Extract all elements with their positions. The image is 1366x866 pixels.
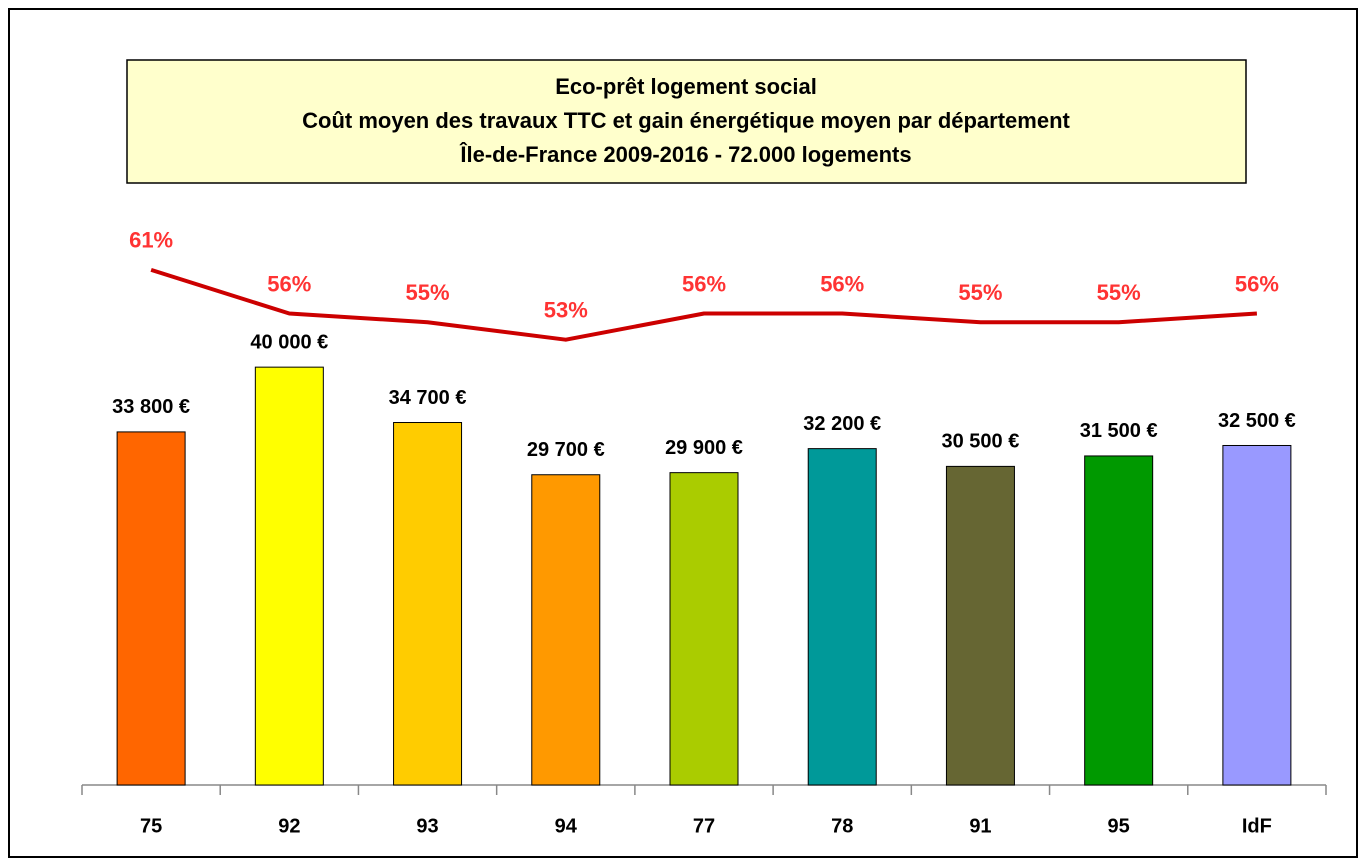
x-tick-label: 93 (416, 815, 438, 837)
bar (116, 431, 186, 786)
data-label: 29 900 € (665, 437, 743, 459)
bar (254, 366, 324, 786)
data-label: 30 500 € (942, 431, 1020, 453)
data-label: 56% (820, 271, 864, 296)
chart-title: Eco-prêt logement social (555, 74, 817, 99)
data-label: 33 800 € (112, 396, 190, 418)
x-tick-label: IdF (1242, 815, 1272, 837)
bar (1222, 444, 1292, 786)
data-label: 55% (958, 280, 1002, 305)
data-label: 29 700 € (527, 439, 605, 461)
chart-title: Coût moyen des travaux TTC et gain énerg… (302, 108, 1070, 133)
x-tick-label: 91 (969, 815, 991, 837)
data-label: 61% (129, 228, 173, 253)
data-label: 32 200 € (803, 413, 881, 435)
x-tick-label: 77 (693, 815, 715, 837)
title-box (126, 59, 1247, 184)
bar (669, 472, 739, 786)
x-tick-label: 95 (1108, 815, 1130, 837)
x-tick-label: 92 (278, 815, 300, 837)
x-tick-label: 78 (831, 815, 853, 837)
data-label: 56% (1235, 271, 1279, 296)
data-label: 32 500 € (1218, 410, 1296, 432)
data-label: 56% (267, 271, 311, 296)
line (150, 267, 1258, 342)
x-tick-label: 94 (555, 815, 578, 837)
bar (393, 422, 463, 786)
data-label: 53% (544, 298, 588, 323)
bar (945, 465, 1015, 786)
x-tick-label: 75 (140, 815, 162, 837)
bar (1084, 455, 1154, 786)
data-label: 34 700 € (389, 387, 467, 409)
bar (807, 448, 877, 786)
data-label: 40 000 € (250, 331, 328, 353)
data-label: 56% (682, 271, 726, 296)
bar (531, 474, 601, 786)
data-label: 55% (1097, 280, 1141, 305)
data-label: 55% (406, 280, 450, 305)
data-label: 31 500 € (1080, 420, 1158, 442)
chart-title: Île-de-France 2009-2016 - 72.000 logemen… (459, 142, 911, 167)
